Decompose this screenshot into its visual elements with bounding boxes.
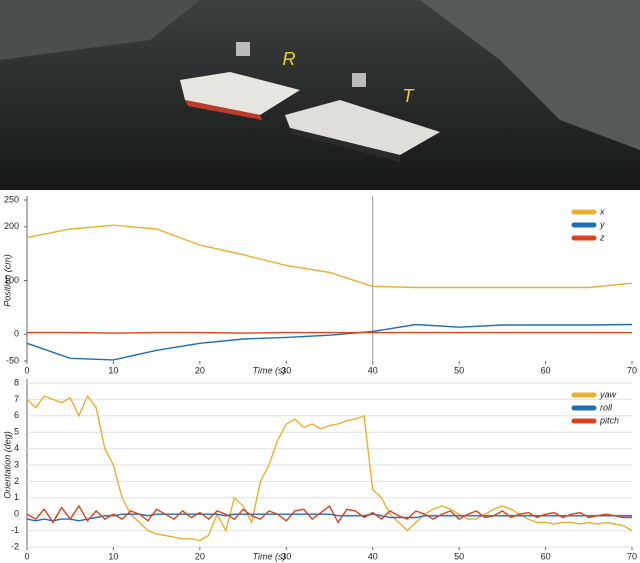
boat-hull: [185, 100, 262, 120]
y-tick-label: 0: [14, 329, 19, 339]
photo: R T: [0, 0, 640, 190]
x-tick-label: 30: [281, 365, 291, 375]
y-tick-label: 100: [4, 275, 19, 285]
x-axis-label: Time (s): [253, 551, 286, 561]
y-tick-label: 5: [14, 427, 19, 437]
y-axis-label: Position (cm): [2, 254, 12, 307]
y-tick-label: 0: [14, 509, 19, 519]
y-axis-label: Orientation (deg): [2, 431, 12, 499]
series-line: [26, 323, 633, 361]
chart: -2 -1 0 1 2 3 4 5 6 7 8 0 10 20 30 40 50 60 70 Time (s) Orie…: [2, 377, 637, 561]
series-line: [26, 394, 633, 542]
sensor: [352, 73, 366, 87]
y-tick-label: -1: [11, 525, 19, 535]
boat-label: T: [403, 86, 416, 106]
y-tick-label: -50: [6, 355, 19, 365]
series-line: [26, 504, 632, 524]
boat: [285, 100, 440, 155]
x-tick-label: 0: [24, 551, 29, 561]
x-tick-label: 0: [24, 365, 29, 375]
y-tick-label: 1: [14, 492, 19, 502]
x-tick-label: 10: [108, 365, 118, 375]
chart: -50 0 100 200 250 0 10 20 30 40 50 60 70 Time (s) Posi…: [2, 194, 637, 375]
series-line: [27, 331, 632, 334]
x-axis-label: Time (s): [253, 365, 286, 375]
x-tick-label: 20: [195, 551, 205, 561]
series-line: [26, 224, 633, 289]
boat: [180, 72, 300, 115]
y-tick-label: 7: [14, 394, 19, 404]
y-tick-label: 8: [14, 377, 19, 387]
boat-hull: [290, 128, 400, 162]
x-tick-label: 70: [627, 551, 637, 561]
y-tick-label: 6: [14, 410, 19, 420]
x-tick-label: 40: [368, 365, 378, 375]
boat-label: R: [283, 49, 296, 69]
x-tick-label: 10: [108, 551, 118, 561]
y-tick-label: 2: [14, 476, 19, 486]
y-tick-label: 4: [14, 443, 19, 453]
x-tick-label: 50: [454, 551, 464, 561]
legend-label: yaw: [599, 389, 617, 399]
y-tick-label: 200: [4, 221, 19, 231]
rock: [420, 0, 640, 150]
legend-label: roll: [600, 402, 613, 412]
x-tick-label: 40: [368, 551, 378, 561]
x-tick-label: 20: [195, 365, 205, 375]
legend-label: y: [599, 219, 605, 229]
y-tick-label: -2: [11, 541, 19, 551]
y-tick-label: 3: [14, 459, 19, 469]
legend-label: x: [599, 206, 605, 216]
x-tick-label: 70: [627, 365, 637, 375]
legend-label: z: [599, 232, 605, 242]
x-tick-label: 50: [454, 365, 464, 375]
x-tick-label: 30: [281, 551, 291, 561]
rock: [0, 0, 200, 60]
x-tick-label: 60: [541, 551, 551, 561]
y-tick-label: 250: [4, 194, 19, 204]
legend-label: pitch: [599, 415, 619, 425]
x-tick-label: 60: [541, 365, 551, 375]
sensor: [236, 42, 250, 56]
